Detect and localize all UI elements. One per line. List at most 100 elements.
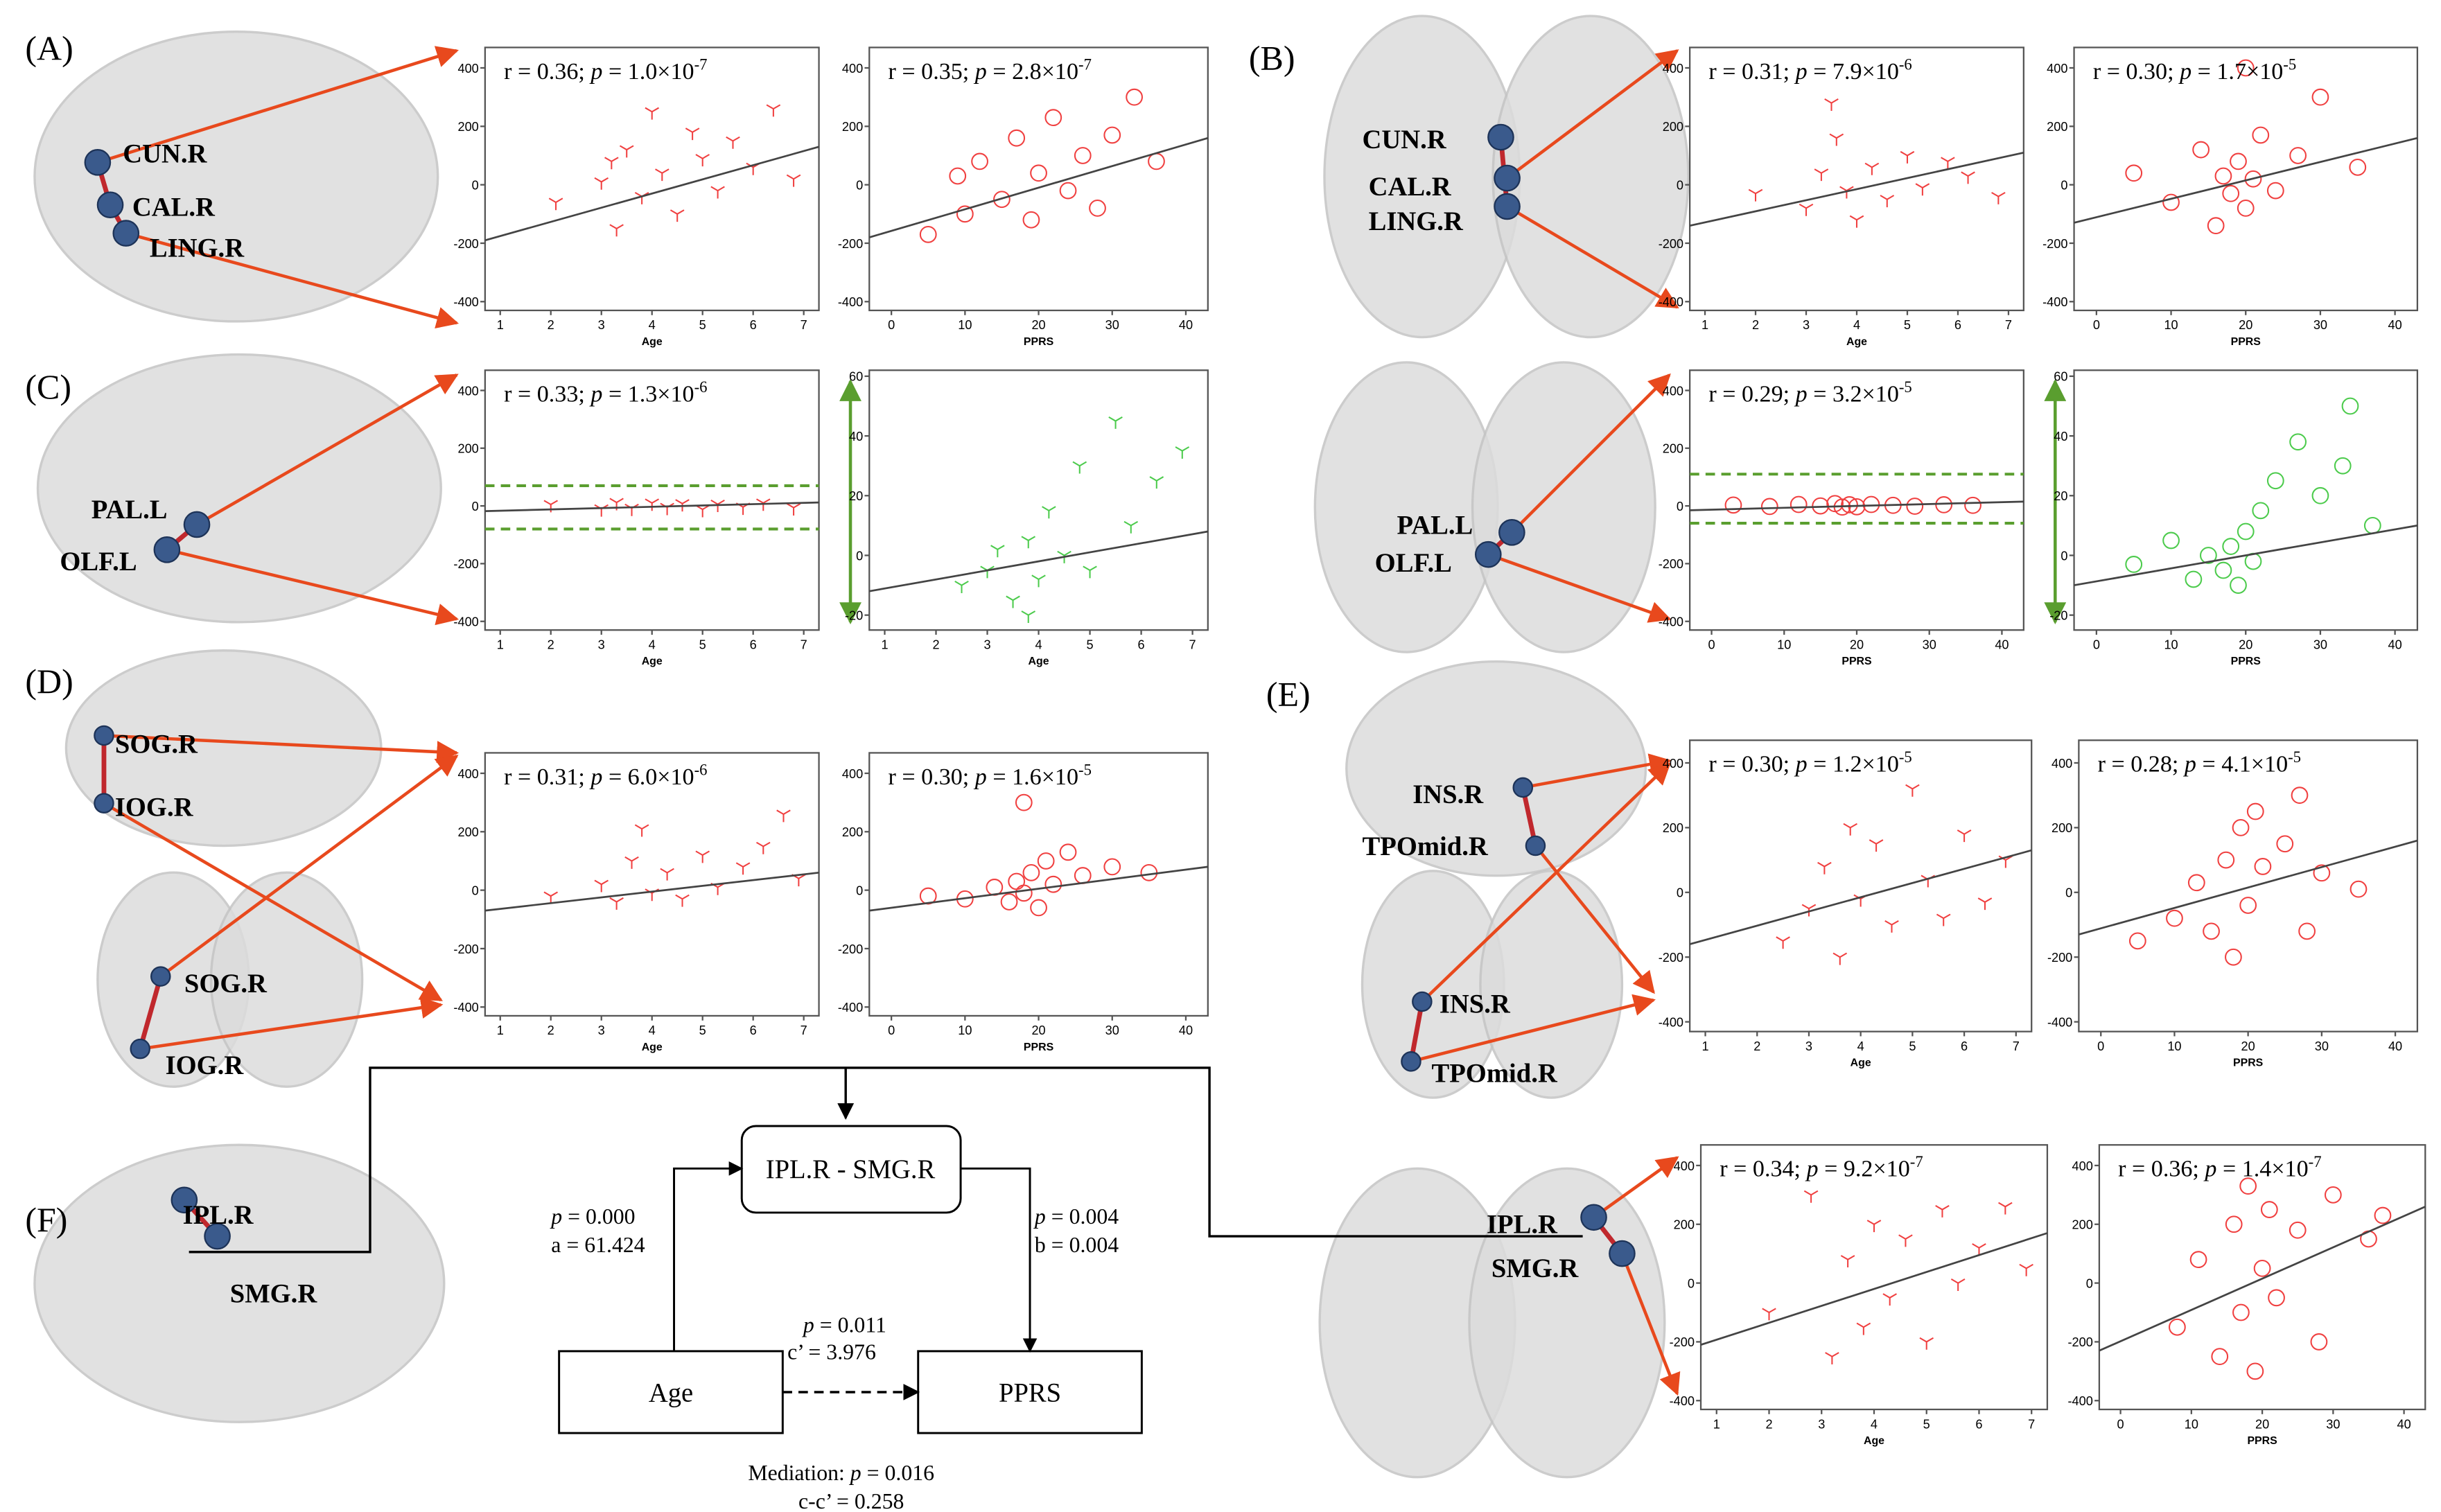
x-tick-label: 20: [2241, 1039, 2255, 1053]
y-box: [917, 1350, 1143, 1434]
point: [2266, 182, 2284, 200]
x-tick-label: 30: [2315, 1039, 2329, 1053]
x-tick-label: 5: [1087, 638, 1094, 651]
y-tick-label: 200: [1663, 821, 1683, 835]
fit-line: [1700, 1232, 2048, 1346]
fit-line: [2079, 839, 2418, 935]
point: [2222, 184, 2240, 202]
scatter-plot: 1 2 3 4 5 6 7 -400 -200 0 200 400 Age r = 0.33; p = 1…: [453, 369, 820, 667]
x-axis-title: PPRS: [1841, 656, 1871, 667]
region-label: LING.R: [150, 234, 245, 263]
node: [130, 1038, 151, 1060]
y-tick-label: 200: [457, 442, 478, 456]
x-axis-title: Age: [642, 336, 663, 348]
point: [786, 174, 801, 187]
point: [2162, 531, 2180, 550]
y-tick-label: 200: [842, 825, 863, 839]
node: [170, 1186, 198, 1214]
node: [1580, 1204, 1607, 1231]
x-tick-label: 6: [750, 638, 757, 651]
point: [1006, 595, 1020, 608]
annotation: r = 0.36; p = 1.0×10-7: [504, 55, 707, 85]
stat-p: p = 0.004: [1033, 1204, 1119, 1229]
point: [1149, 476, 1164, 489]
x-tick-label: 0: [888, 1023, 895, 1037]
plot-frame: [868, 752, 1209, 1017]
point: [2192, 141, 2210, 159]
y-tick-label: 60: [2054, 370, 2067, 384]
point: [1760, 498, 1778, 516]
point: [670, 209, 685, 222]
point: [1964, 496, 1981, 514]
region-label: IPL.R: [183, 1201, 254, 1230]
point: [2237, 59, 2255, 77]
y-tick-label: 0: [472, 500, 479, 513]
point: [695, 154, 710, 167]
arrow: [1522, 753, 1672, 789]
p-exponent: -7: [1910, 1153, 1923, 1170]
annotation: r = 0.30; p = 1.2×10-5: [1708, 748, 1911, 777]
node: [84, 149, 112, 176]
region-label: IOG.R: [115, 793, 194, 822]
x-tick-label: 30: [2313, 318, 2327, 332]
point: [990, 545, 1005, 558]
p-value: = 0.016: [867, 1461, 934, 1485]
x-tick-label: 1: [1701, 1039, 1708, 1053]
point: [1950, 1278, 1966, 1291]
point: [548, 197, 563, 211]
point: [2185, 570, 2203, 588]
path-b: [961, 1167, 1038, 1353]
point: [2214, 561, 2232, 579]
fit-line: [484, 501, 819, 512]
connector: [189, 1066, 1583, 1254]
point: [2311, 88, 2329, 106]
point: [956, 205, 974, 223]
y-tick-label: 0: [1677, 500, 1683, 513]
x-tick-label: 0: [2093, 638, 2100, 651]
x-axis-title: PPRS: [2247, 1435, 2277, 1447]
x-tick-label: 4: [649, 1023, 656, 1037]
point: [1103, 858, 1121, 876]
x-tick-label: 3: [598, 318, 605, 332]
r-value: r = 0.36;: [504, 59, 585, 85]
region-label: CAL.R: [1369, 173, 1452, 202]
plot-frame: [2073, 369, 2419, 631]
point: [1044, 875, 1062, 893]
fit-line: [484, 146, 819, 242]
p-exponent: -7: [694, 55, 708, 73]
p-symbol: p: [550, 1204, 562, 1229]
p-symbol: p: [849, 1461, 861, 1485]
scatter-plot: 1 2 3 4 5 6 7 -400 -200 0 200 400 Age r = 0.36; p = 1…: [453, 46, 820, 348]
y-tick-label: 0: [2065, 886, 2072, 900]
p-exponent: -5: [2283, 55, 2296, 73]
point: [2162, 193, 2180, 211]
y-tick-label: 200: [2047, 120, 2067, 134]
y-tick-label: 200: [1663, 120, 1683, 134]
y-tick-label: -400: [453, 1001, 478, 1014]
fit-line: [1689, 849, 2032, 945]
node: [96, 191, 124, 219]
y-tick-label: -400: [2067, 1394, 2092, 1408]
point: [1059, 182, 1077, 200]
x-tick-label: 10: [958, 318, 972, 332]
point: [766, 104, 781, 117]
point: [2128, 932, 2146, 950]
point: [1803, 1190, 1819, 1203]
annotation: r = 0.31; p = 6.0×10-6: [504, 761, 707, 790]
point: [710, 186, 725, 199]
region-label: LING.R: [1369, 207, 1464, 236]
y-tick-label: 20: [849, 489, 863, 503]
point: [1059, 843, 1077, 861]
x-tick-label: 5: [1904, 318, 1911, 332]
point: [645, 107, 659, 120]
p-exponent: -6: [694, 761, 708, 778]
r-value: r = 0.28;: [2098, 752, 2179, 777]
x-axis-title: Age: [1029, 656, 1049, 667]
x-tick-label: 0: [888, 318, 895, 332]
p-symbol: p: [1794, 59, 1808, 85]
arrow: [159, 755, 459, 978]
region-label: PAL.L: [91, 495, 168, 525]
p-exponent: -5: [1899, 748, 1912, 766]
x-tick-label: 20: [1031, 1023, 1045, 1037]
